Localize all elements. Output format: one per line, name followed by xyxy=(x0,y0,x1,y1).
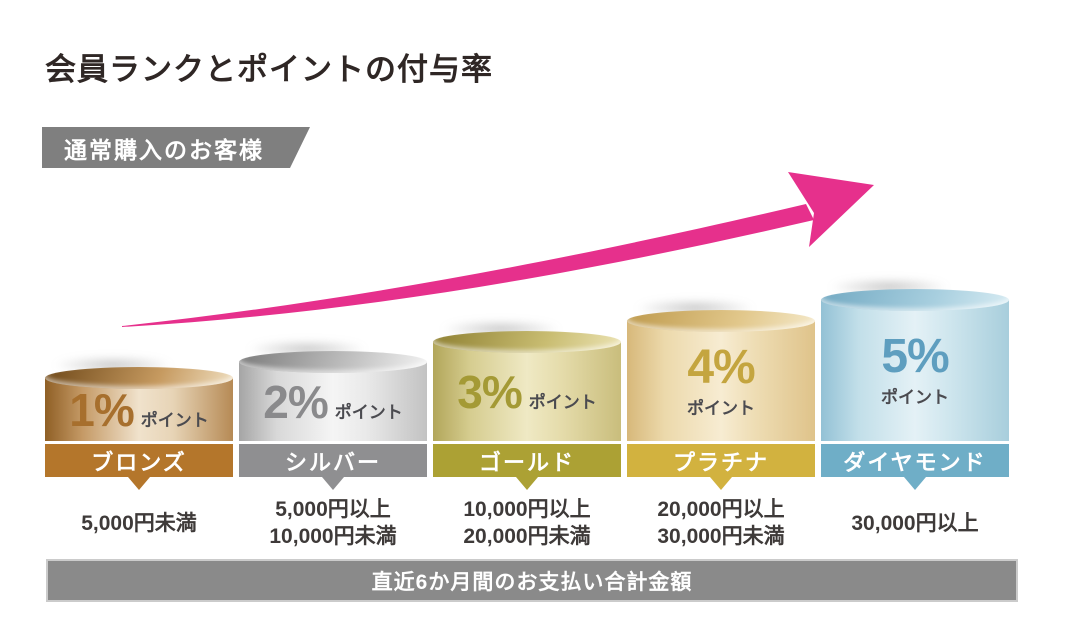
tier-name: ブロンズ xyxy=(91,449,187,475)
gold-spend-range: 10,000円以上 20,000円未満 xyxy=(423,494,631,552)
customer-type-label: 通常購入のお客様 xyxy=(64,136,264,163)
spend-range-line1: 20,000円以上 xyxy=(657,498,785,521)
gold-cylinder: 3% ポイント xyxy=(433,331,621,441)
spend-range-line1: 5,000円以上 xyxy=(275,498,391,521)
bronze-cylinder-top xyxy=(45,367,233,389)
tier-name: ダイヤモンド xyxy=(843,449,987,475)
gold-rate: 3% ポイント xyxy=(457,365,596,419)
bronze-rate: 1% ポイント xyxy=(69,383,208,437)
diamond-band: ダイヤモンド xyxy=(821,444,1009,477)
tier-gold: 3% ポイント ゴールド 10,000円以上 20,000円未満 xyxy=(433,0,621,636)
rate-value: 4% xyxy=(687,340,755,394)
diamond-cylinder: 5% ポイント xyxy=(821,289,1009,441)
spend-range-line2: 20,000円未満 xyxy=(463,525,591,548)
silver-band: シルバー xyxy=(239,444,427,477)
tier-name: ゴールド xyxy=(478,449,575,475)
tier-diamond: 5% ポイント ダイヤモンド 30,000円以上 xyxy=(821,0,1009,636)
band-pointer-icon xyxy=(710,477,732,490)
band-pointer-icon xyxy=(516,477,538,490)
rate-unit: ポイント xyxy=(881,388,949,407)
spend-range-line2: 30,000円未満 xyxy=(657,525,785,548)
rate-unit: ポイント xyxy=(687,398,755,418)
tier-silver: 2% ポイント シルバー 5,000円以上 10,000円未満 xyxy=(239,0,427,636)
silver-rate: 2% ポイント xyxy=(263,375,402,429)
platinum-spend-range: 20,000円以上 30,000円未満 xyxy=(617,494,825,552)
diamond-rate: 5% ポイント xyxy=(881,330,950,408)
diamond-cylinder-top xyxy=(821,289,1009,311)
tier-platinum: 4% ポイント プラチナ 20,000円以上 30,000円未満 xyxy=(627,0,815,636)
band-pointer-icon xyxy=(128,477,150,490)
spend-range-line2: 10,000円未満 xyxy=(269,525,397,548)
platinum-cylinder-body: 4% ポイント xyxy=(627,321,815,441)
footer-axis-label: 直近6か月間のお支払い合計金額 xyxy=(371,570,693,594)
diamond-cylinder-body: 5% ポイント xyxy=(821,300,1009,441)
silver-cylinder-top xyxy=(239,351,427,373)
customer-type-badge: 通常購入のお客様 xyxy=(42,127,310,168)
bronze-cylinder: 1% ポイント xyxy=(45,367,233,441)
platinum-rate: 4% ポイント xyxy=(687,340,756,419)
gold-cylinder-body: 3% ポイント xyxy=(433,342,621,441)
spend-range-line1: 10,000円以上 xyxy=(463,498,591,521)
silver-cylinder-body: 2% ポイント xyxy=(239,362,427,441)
footer-axis-bar: 直近6か月間のお支払い合計金額 xyxy=(46,559,1018,602)
gold-cylinder-top xyxy=(433,331,621,353)
rate-value: 3% xyxy=(457,365,522,418)
tier-name: プラチナ xyxy=(672,449,769,475)
rate-value: 2% xyxy=(263,375,328,428)
spend-range-line1: 30,000円以上 xyxy=(851,511,979,535)
platinum-cylinder: 4% ポイント xyxy=(627,310,815,441)
tier-name: シルバー xyxy=(284,449,381,475)
silver-cylinder: 2% ポイント xyxy=(239,351,427,441)
silver-spend-range: 5,000円以上 10,000円未満 xyxy=(229,494,437,552)
bronze-spend-range: 5,000円未満 xyxy=(35,494,243,552)
rate-unit: ポイント xyxy=(140,410,209,430)
bronze-band: ブロンズ xyxy=(45,444,233,477)
band-pointer-icon xyxy=(322,477,344,490)
spend-range-line1: 5,000円未満 xyxy=(81,511,197,535)
rate-value: 1% xyxy=(69,383,134,436)
page-title: 会員ランクとポイントの付与率 xyxy=(45,52,493,87)
platinum-cylinder-top xyxy=(627,310,815,332)
diamond-spend-range: 30,000円以上 xyxy=(811,494,1019,552)
rate-value: 5% xyxy=(881,330,949,383)
tier-bronze: 1% ポイント ブロンズ 5,000円未満 xyxy=(45,0,233,636)
gold-band: ゴールド xyxy=(433,444,621,477)
band-pointer-icon xyxy=(904,477,926,490)
rate-unit: ポイント xyxy=(334,402,403,422)
rate-unit: ポイント xyxy=(528,392,597,412)
platinum-band: プラチナ xyxy=(627,444,815,477)
